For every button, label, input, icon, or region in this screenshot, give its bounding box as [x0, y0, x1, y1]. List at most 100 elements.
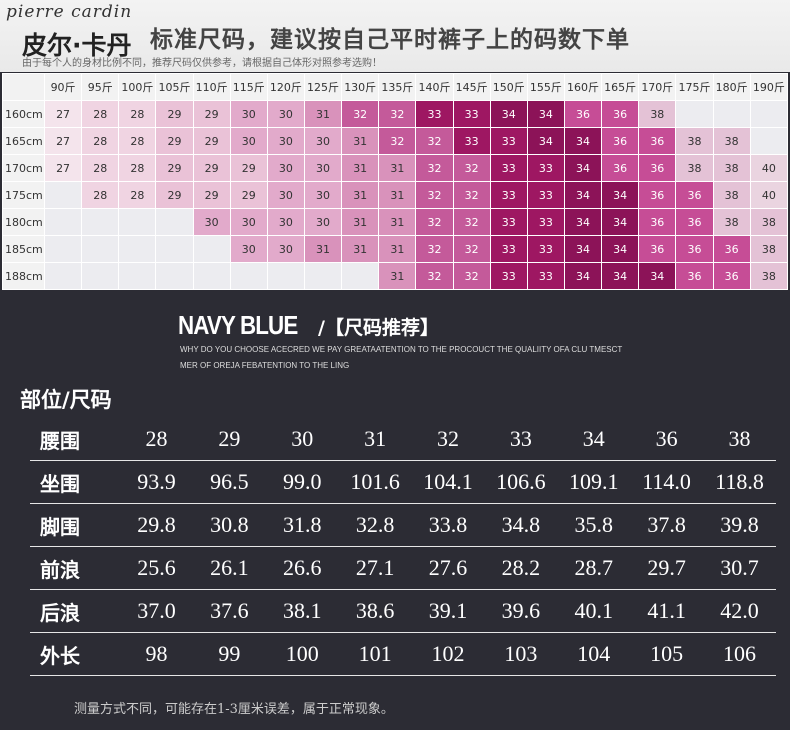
measurement-label: 腰围 [30, 418, 120, 461]
size-cell: 32 [341, 100, 380, 128]
weight-header: 150斤 [489, 73, 528, 101]
size-cell: 36 [638, 235, 677, 263]
size-cell: 30 [266, 235, 305, 263]
size-cell [266, 262, 305, 290]
measurement-value: 39.6 [484, 589, 558, 633]
size-cell: 28 [81, 154, 120, 182]
measurement-value: 106.6 [484, 460, 558, 504]
size-cell: 34 [601, 208, 640, 236]
measurement-value: 38.6 [338, 589, 412, 633]
size-cell: 34 [526, 100, 565, 128]
measurement-value: 39.1 [411, 589, 485, 633]
size-cell: 38 [749, 208, 789, 236]
size-cell: 31 [341, 208, 380, 236]
measurement-value: 37.6 [192, 589, 266, 633]
weight-header: 110斤 [192, 73, 231, 101]
size-cell [303, 262, 343, 290]
size-cell: 31 [341, 235, 380, 263]
size-cell: 34 [526, 127, 565, 155]
weight-row: 170cm 27 28 28 29 29 29 30 30 31 31 32 32 33 33 34 36 36 3… [2, 154, 789, 182]
size-cell: 36 [601, 154, 640, 182]
size-cell: 38 [712, 181, 751, 209]
weight-header: 175斤 [675, 73, 714, 101]
measurement-value: 29.8 [120, 503, 193, 547]
size-cell: 36 [601, 100, 640, 128]
size-cell: 30 [266, 154, 305, 182]
size-cell: 40 [749, 181, 789, 209]
size-cell: 33 [526, 154, 565, 182]
size-cell: 34 [563, 262, 603, 290]
corner-cell [2, 73, 45, 101]
weight-row: 160cm 27 28 28 29 29 30 30 31 32 32 33 33 34 34 36 36 38 [2, 100, 789, 128]
measurement-row: 脚围 29.8 30.8 31.8 32.8 33.8 34.8 35.8 37.8 39.8 [30, 503, 776, 547]
size-cell: 38 [712, 208, 751, 236]
measurement-value: 103 [484, 632, 558, 676]
weight-header: 190斤 [749, 73, 789, 101]
measurement-value: 35.8 [557, 503, 631, 547]
size-cell: 30 [229, 127, 268, 155]
size-cell [43, 208, 83, 236]
size-cell: 31 [378, 154, 417, 182]
size-cell [81, 208, 120, 236]
size-cell: 36 [712, 262, 751, 290]
measurement-row: 坐围 93.9 96.5 99.0 101.6 104.1 106.6 109.1 114.0 1… [30, 460, 776, 504]
size-cell: 36 [563, 100, 603, 128]
size-cell: 29 [192, 154, 231, 182]
size-cell: 34 [638, 262, 677, 290]
size-cell [155, 208, 194, 236]
size-cell [118, 235, 157, 263]
weight-size-table: 90斤 95斤 100斤 105斤 110斤 115斤 120斤 125斤 130斤 135斤 14… [2, 73, 789, 290]
measurement-value: 101 [338, 632, 412, 676]
measurement-value: 29 [192, 418, 266, 461]
measurement-value: 30.7 [703, 546, 776, 590]
size-cell: 32 [415, 154, 454, 182]
header: pierre cardin 皮尔·卡丹 标准尺码，建议按自己平时裤子上的码数下单… [0, 0, 790, 72]
header-note: 由于每个人的身材比例不同，推荐尺码仅供参考，请根据自己体形对照参考选购！ [22, 58, 382, 69]
size-cell: 32 [415, 127, 454, 155]
size-cell: 30 [303, 208, 343, 236]
size-cell [43, 235, 83, 263]
size-cell [43, 181, 83, 209]
measurement-value: 37.0 [120, 589, 193, 633]
measurement-value: 99.0 [265, 460, 339, 504]
measurement-value: 42.0 [703, 589, 776, 633]
size-cell [43, 262, 83, 290]
size-cell: 36 [601, 127, 640, 155]
size-cell: 30 [266, 127, 305, 155]
size-cell [81, 262, 120, 290]
navy-subtitle: /【尺码推荐】 [318, 317, 439, 339]
height-label: 160cm [2, 100, 45, 128]
size-cell: 33 [526, 181, 565, 209]
size-cell: 38 [749, 262, 789, 290]
measurement-value: 30.8 [192, 503, 266, 547]
weight-header: 165斤 [601, 73, 640, 101]
height-label: 188cm [2, 262, 45, 290]
size-cell: 34 [563, 127, 603, 155]
size-cell: 29 [192, 100, 231, 128]
weight-header: 95斤 [81, 73, 120, 101]
size-cell: 34 [601, 262, 640, 290]
size-cell: 38 [675, 154, 714, 182]
weight-header: 115斤 [229, 73, 268, 101]
navy-desc-line1: WHY DO YOU CHOOSE ACECRED WE PAY GREATAA… [180, 345, 623, 354]
size-cell: 28 [118, 181, 157, 209]
size-cell: 32 [452, 181, 491, 209]
navy-title: NAVY BLUE [178, 310, 298, 340]
weight-header: 105斤 [155, 73, 194, 101]
measurement-value: 31.8 [265, 503, 339, 547]
size-cell: 27 [43, 127, 83, 155]
size-cell: 27 [43, 100, 83, 128]
weight-row: 165cm 27 28 28 29 29 30 30 30 31 32 32 33 33 34 34 36 36 3… [2, 127, 789, 155]
size-cell: 33 [489, 181, 528, 209]
size-cell: 32 [415, 262, 454, 290]
measurement-value: 28.2 [484, 546, 558, 590]
size-cell: 29 [229, 154, 268, 182]
size-cell: 29 [192, 181, 231, 209]
size-cell: 30 [303, 127, 343, 155]
size-cell [192, 235, 231, 263]
measurement-value: 28 [120, 418, 193, 461]
size-cell: 33 [489, 235, 528, 263]
weight-row: 175cm 28 28 29 29 29 30 30 31 31 32 32 33 33 34 34 36 36 3… [2, 181, 789, 209]
height-label: 180cm [2, 208, 45, 236]
measurement-value: 25.6 [120, 546, 193, 590]
